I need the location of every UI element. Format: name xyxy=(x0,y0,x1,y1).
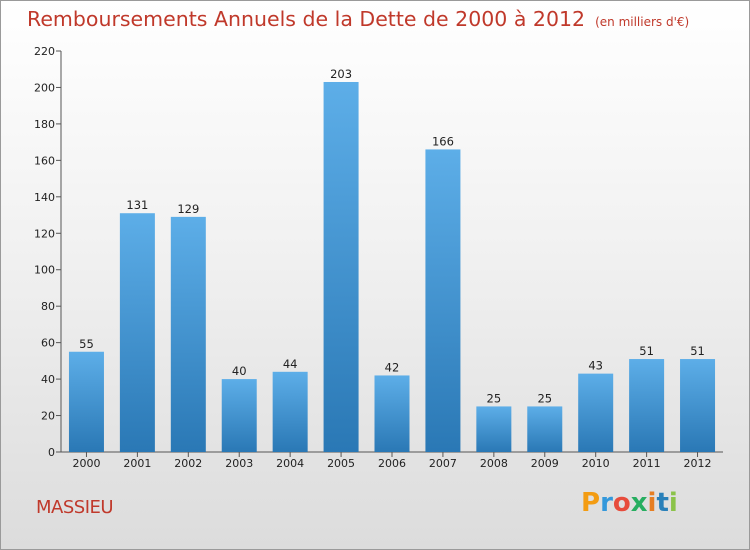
bar-2009[interactable] xyxy=(527,406,563,452)
data-label-2006: 42 xyxy=(385,360,400,374)
x-tick-label: 2004 xyxy=(276,457,304,470)
bar-2011[interactable] xyxy=(629,359,665,452)
x-tick-label: 2011 xyxy=(633,457,661,470)
x-tick-label: 2001 xyxy=(123,457,151,470)
x-tick-label: 2002 xyxy=(174,457,202,470)
x-tick-label: 2003 xyxy=(225,457,253,470)
x-tick-label: 2007 xyxy=(429,457,457,470)
bar-2012[interactable] xyxy=(680,359,716,452)
bar-2008[interactable] xyxy=(476,406,512,452)
data-label-2009: 25 xyxy=(537,391,552,405)
x-tick-label: 2010 xyxy=(582,457,610,470)
bar-2010[interactable] xyxy=(578,373,614,452)
y-tick-label: 140 xyxy=(34,191,55,204)
y-tick-label: 220 xyxy=(34,45,55,58)
x-tick-label: 2005 xyxy=(327,457,355,470)
chart-subtitle: (en milliers d'€) xyxy=(595,15,690,29)
y-tick-label: 0 xyxy=(48,446,55,459)
bar-2003[interactable] xyxy=(221,379,257,452)
bar-2000[interactable] xyxy=(68,351,104,452)
data-label-2005: 203 xyxy=(330,67,352,81)
bar-2002[interactable] xyxy=(170,216,206,452)
data-label-2001: 131 xyxy=(126,198,148,212)
logo-letter: i xyxy=(668,488,678,518)
data-label-2002: 129 xyxy=(177,202,199,216)
logo-letter: x xyxy=(630,488,648,518)
bar-2006[interactable] xyxy=(374,375,410,452)
chart-title-text: Remboursements Annuels de la Dette de 20… xyxy=(27,7,586,31)
x-tick-label: 2000 xyxy=(72,457,100,470)
logo-letter: r xyxy=(600,488,613,518)
bar-2005[interactable] xyxy=(323,81,359,453)
bars xyxy=(68,81,716,453)
y-tick-label: 80 xyxy=(41,300,55,313)
data-label-2012: 51 xyxy=(690,344,705,358)
data-label-2000: 55 xyxy=(79,337,94,351)
x-tick-label: 2012 xyxy=(684,457,712,470)
bar-2001[interactable] xyxy=(119,213,155,452)
data-label-2011: 51 xyxy=(639,344,654,358)
bar-2004[interactable] xyxy=(272,371,308,452)
y-tick-label: 200 xyxy=(34,81,55,94)
data-label-2010: 43 xyxy=(588,359,603,373)
data-label-2008: 25 xyxy=(487,391,502,405)
logo-letter: t xyxy=(656,488,669,518)
y-tick-label: 120 xyxy=(34,227,55,240)
bar-chart: 0 20 40 60 80 100 120 140 160 180 200 220 2000 2001 20… xyxy=(34,45,723,470)
x-tick-label: 2009 xyxy=(531,457,559,470)
data-labels: 55 131 129 40 44 203 42 166 25 25 43 51 51 xyxy=(79,67,705,405)
logo-letter: P xyxy=(581,488,601,518)
commune-name: MASSIEU xyxy=(36,497,114,518)
data-label-2003: 40 xyxy=(232,364,247,378)
x-tick-label: 2006 xyxy=(378,457,406,470)
proxiti-logo[interactable]: Proxiti xyxy=(581,488,678,518)
bar-2007[interactable] xyxy=(425,149,461,452)
y-tick-label: 40 xyxy=(41,373,55,386)
x-tick-label: 2008 xyxy=(480,457,508,470)
y-tick-label: 160 xyxy=(34,154,55,167)
y-tick-label: 60 xyxy=(41,337,55,350)
y-tick-label: 100 xyxy=(34,264,55,277)
chart-title: Remboursements Annuels de la Dette de 20… xyxy=(27,7,689,31)
y-tick-label: 20 xyxy=(41,410,55,423)
logo-letter: o xyxy=(612,488,631,518)
logo-letter: i xyxy=(647,488,657,518)
data-label-2004: 44 xyxy=(283,357,298,371)
y-tick-label: 180 xyxy=(34,118,55,131)
axes: 0 20 40 60 80 100 120 140 160 180 200 220 2000 2001 20… xyxy=(34,45,723,470)
data-label-2007: 166 xyxy=(432,134,454,148)
